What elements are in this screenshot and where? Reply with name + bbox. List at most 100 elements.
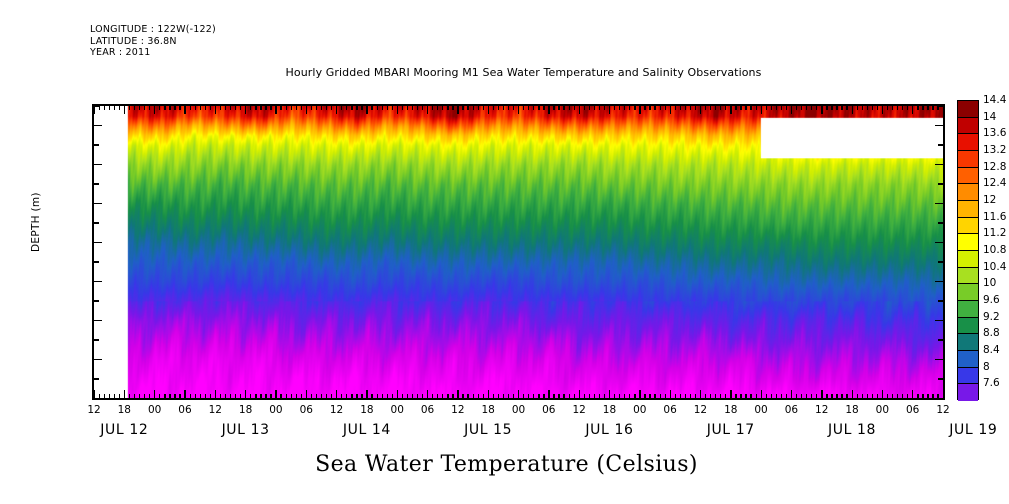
x-axis-tick [760, 106, 762, 114]
x-axis-hour-label: 12 [693, 404, 708, 416]
y-axis-tick [94, 222, 99, 224]
y-axis-tick [938, 222, 943, 224]
x-axis-tick [447, 394, 449, 398]
y-axis-tick [938, 144, 943, 146]
x-axis-tick [937, 106, 939, 110]
x-axis-tick [669, 106, 671, 114]
x-axis-tick [674, 394, 676, 398]
x-axis-tick [260, 394, 262, 398]
longitude-text: LONGITUDE : 122W(-122) [90, 24, 216, 35]
colorbar-tick-label: 11.2 [983, 227, 1007, 240]
x-axis-tick [103, 394, 105, 398]
x-axis-hour-label: 18 [117, 404, 131, 416]
x-axis-tick [856, 394, 858, 398]
x-axis-tick [598, 394, 601, 398]
x-axis-tick [740, 106, 742, 110]
x-axis-tick [826, 394, 828, 398]
x-axis-tick [235, 394, 237, 398]
colorbar-tick-label: 11.6 [983, 210, 1007, 223]
x-axis-tick [416, 394, 419, 398]
x-axis-tick [886, 106, 889, 110]
x-axis-tick [725, 106, 727, 110]
x-axis-tick [841, 394, 843, 398]
x-axis-tick [224, 394, 227, 398]
x-axis-tick [467, 394, 469, 398]
x-axis-tick [437, 394, 439, 398]
x-axis-tick [821, 106, 823, 114]
x-axis-tick [942, 390, 944, 398]
x-axis-tick [811, 394, 813, 398]
y-axis-tick [935, 358, 943, 361]
x-axis-tick [290, 106, 292, 110]
y-axis-tick [935, 319, 943, 322]
x-axis-tick [881, 390, 884, 398]
x-axis-tick [619, 106, 621, 110]
y-axis-tick [94, 319, 102, 322]
x-axis-tick [376, 106, 378, 110]
x-axis-tick [427, 106, 429, 114]
x-axis-tick [356, 106, 358, 110]
x-axis-tick [462, 106, 464, 110]
x-axis-tick [265, 106, 267, 110]
x-axis-hour-label: 18 [238, 404, 253, 416]
x-axis-tick [654, 394, 656, 398]
colorbar-tick-label: 9.2 [983, 310, 1000, 323]
x-axis-tick [790, 106, 793, 114]
x-axis-tick [159, 394, 161, 398]
x-axis-tick [629, 106, 631, 110]
x-axis-tick [386, 394, 388, 398]
x-axis-tick [679, 106, 681, 110]
x-axis-tick [341, 106, 343, 110]
x-axis-tick [689, 106, 692, 110]
x-axis-hour-label: 12 [208, 404, 222, 416]
x-axis-tick [689, 394, 692, 398]
colorbar-tick-label: 7.6 [983, 377, 1000, 390]
x-axis-tick [184, 106, 186, 114]
heatmap-area [94, 106, 943, 398]
x-axis-tick [836, 106, 838, 110]
x-axis-tick [578, 390, 580, 398]
x-axis-tick [907, 106, 909, 110]
x-axis-tick [366, 106, 368, 114]
x-axis-tick [255, 106, 257, 110]
x-axis-tick [851, 106, 853, 114]
x-axis-tick [902, 394, 904, 398]
x-axis-tick [876, 394, 879, 398]
colorbar-band [958, 184, 978, 201]
x-axis-tick [548, 390, 550, 398]
chart-title-text: Hourly Gridded MBARI Mooring M1 Sea Wate… [285, 66, 762, 79]
x-axis-tick [219, 106, 222, 110]
x-axis-tick [361, 394, 363, 398]
x-axis-tick [138, 394, 141, 398]
x-axis-tick [568, 394, 570, 398]
x-axis-tick [563, 394, 565, 398]
x-axis-tick [391, 106, 393, 110]
x-axis-tick [240, 106, 242, 110]
x-axis-tick [811, 106, 813, 110]
x-axis-tick [209, 106, 212, 110]
x-axis-day-label: JUL 13 [221, 422, 270, 438]
x-axis-tick [240, 394, 242, 398]
x-axis-hour-label: 00 [875, 404, 890, 416]
x-axis-tick [164, 394, 166, 398]
x-axis-hour-label: 18 [602, 404, 617, 416]
y-axis-tick [935, 241, 943, 244]
x-axis-tick [861, 106, 863, 110]
x-axis-tick [189, 106, 191, 110]
x-axis-hour-label: 12 [329, 404, 344, 416]
x-axis-hour-label: 18 [724, 404, 738, 416]
x-axis-tick [452, 106, 454, 110]
x-axis-hour-label: 06 [299, 404, 313, 416]
chart-title: Hourly Gridded MBARI Mooring M1 Sea Wate… [0, 66, 1009, 79]
x-axis-tick [305, 106, 308, 114]
x-axis-hour-label: 00 [511, 404, 526, 416]
x-axis-tick [558, 106, 560, 110]
x-axis-tick [598, 106, 601, 110]
x-axis-tick [866, 394, 868, 398]
x-axis-tick [194, 106, 196, 110]
x-axis-tick [250, 106, 252, 110]
x-axis-tick [315, 106, 318, 110]
colorbar-band [958, 217, 978, 235]
x-axis-tick [280, 394, 282, 398]
x-axis-tick [765, 394, 767, 398]
